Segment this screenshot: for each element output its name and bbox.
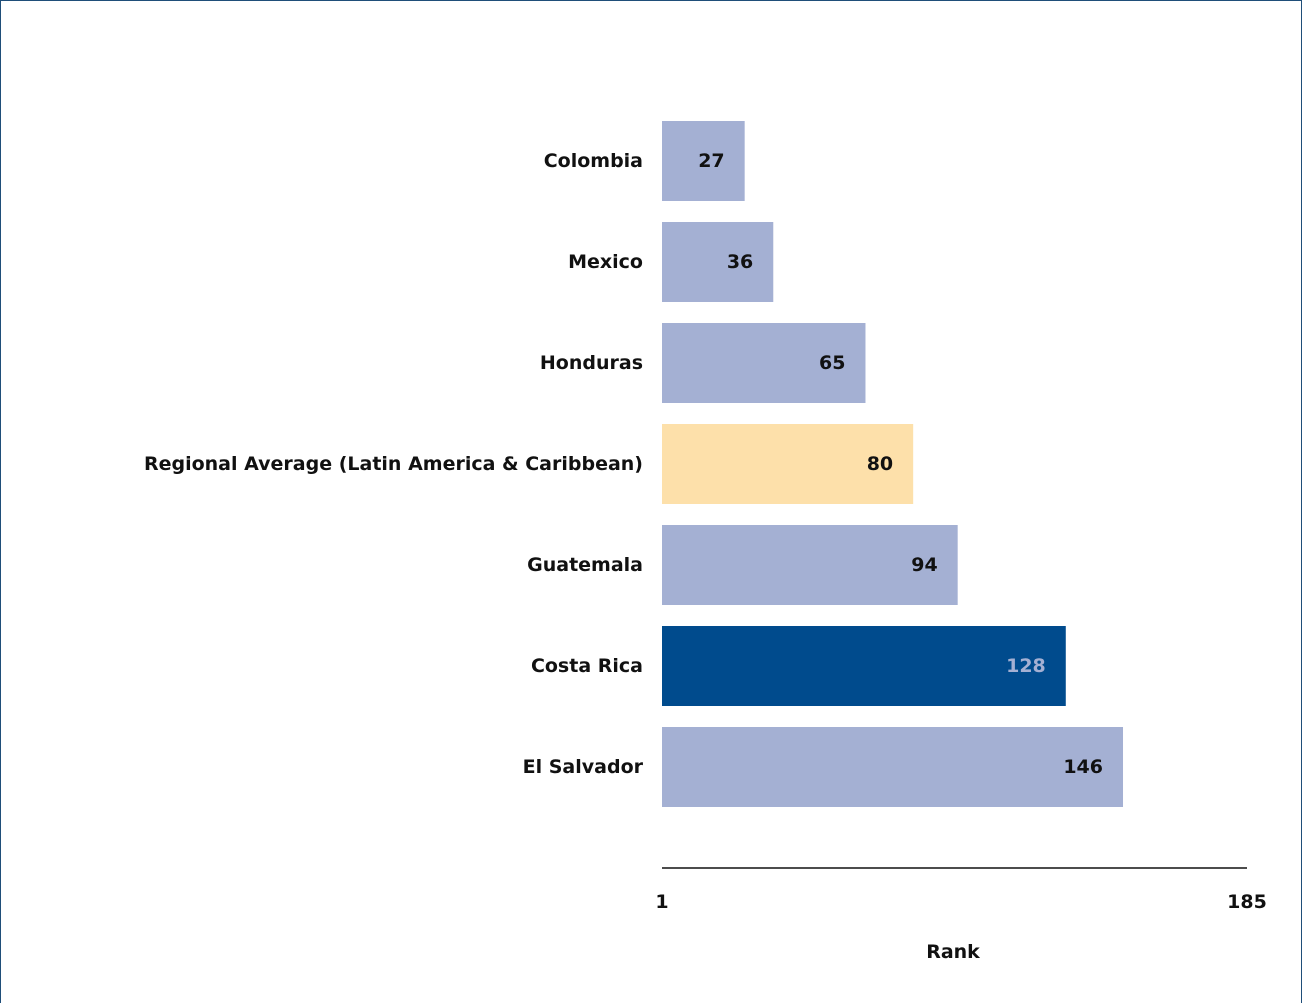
bar-mexico [662, 222, 774, 302]
category-label-regional-average-latin-america-caribbean: Regional Average (Latin America & Caribb… [144, 453, 643, 475]
bar-el-salvador [662, 727, 1124, 807]
x-tick-label-min: 1 [655, 891, 668, 913]
x-axis-title: Rank [926, 941, 980, 963]
category-label-honduras: Honduras [540, 352, 643, 374]
category-label-guatemala: Guatemala [527, 554, 643, 576]
value-label-mexico: 36 [727, 251, 753, 273]
category-label-costa-rica: Costa Rica [531, 655, 643, 677]
value-label-el-salvador: 146 [1063, 756, 1103, 778]
x-tick-label-max: 185 [1227, 891, 1267, 913]
bars-layer: Colombia 27 Mexico 36 Honduras 65 Regional Ave… [144, 121, 1124, 807]
value-label-regional-average-latin-america-caribbean: 80 [867, 453, 893, 475]
category-label-mexico: Mexico [568, 251, 643, 273]
bar-regional-average-latin-america-caribbean [662, 424, 914, 504]
value-label-colombia: 27 [698, 150, 724, 172]
bar-honduras [662, 323, 866, 403]
category-label-el-salvador: El Salvador [523, 756, 644, 778]
bar-colombia [662, 121, 745, 201]
category-label-colombia: Colombia [544, 150, 643, 172]
value-label-guatemala: 94 [911, 554, 937, 576]
value-label-costa-rica: 128 [1006, 655, 1046, 677]
bar-costa-rica [662, 626, 1066, 706]
bar-guatemala [662, 525, 958, 605]
value-label-honduras: 65 [819, 352, 845, 374]
